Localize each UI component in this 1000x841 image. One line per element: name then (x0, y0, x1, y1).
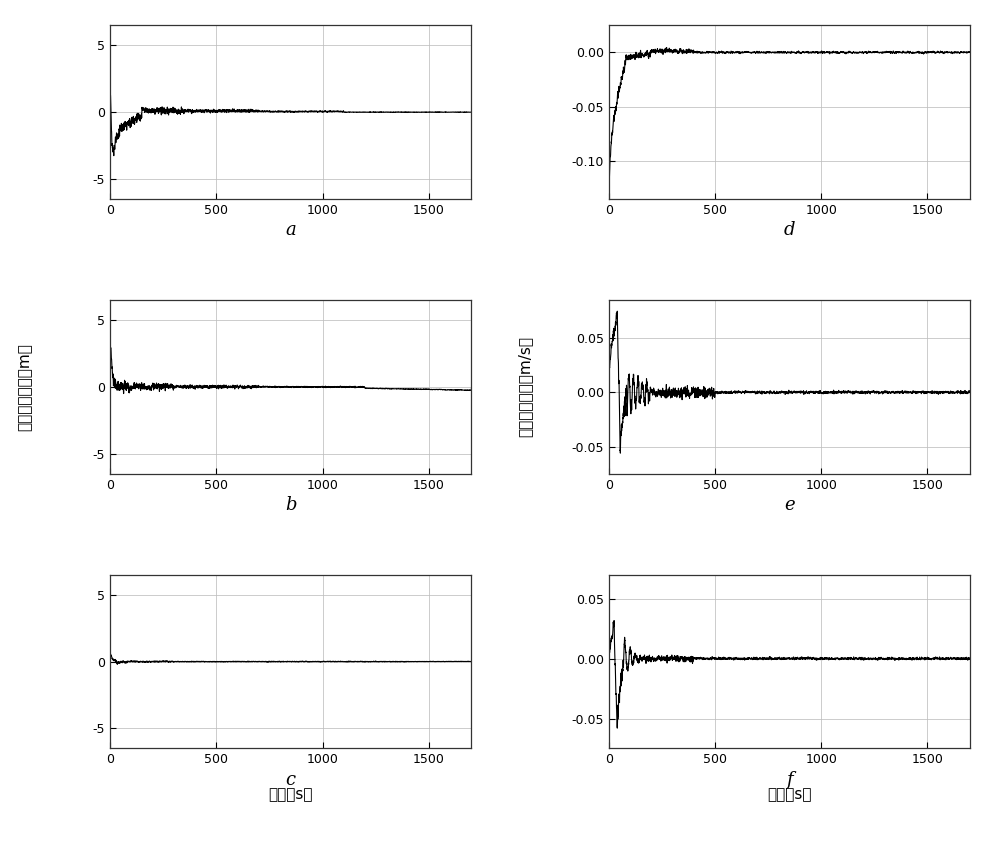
Text: 时间（s）: 时间（s） (767, 786, 812, 801)
X-axis label: a: a (285, 221, 296, 239)
Text: 三轴位置误差（mＩ: 三轴位置误差（mＩ (17, 343, 32, 431)
Text: 时间（s）: 时间（s） (268, 786, 313, 801)
X-axis label: d: d (784, 221, 795, 239)
X-axis label: b: b (285, 496, 296, 514)
X-axis label: f: f (786, 770, 793, 789)
Text: 三轴速度误差（m/s）: 三轴速度误差（m/s） (518, 336, 532, 437)
X-axis label: e: e (784, 496, 795, 514)
X-axis label: c: c (286, 770, 296, 789)
